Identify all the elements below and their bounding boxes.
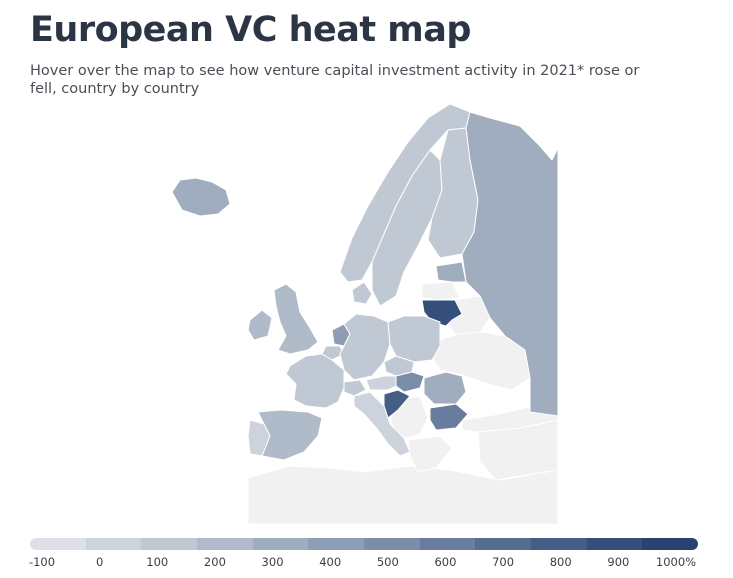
legend-label: 300 — [261, 555, 284, 569]
legend-swatch — [308, 538, 365, 550]
legend-label: 900 — [607, 555, 630, 569]
legend-swatch — [197, 538, 253, 550]
page-title: European VC heat map — [30, 10, 471, 50]
legend-labels: -100 0 100 200 300 400 500 600 700 800 900 1000% — [0, 555, 733, 573]
legend-swatch — [85, 538, 142, 550]
legend-swatch — [252, 538, 309, 550]
map-region[interactable] — [247, 309, 273, 341]
legend-swatch — [586, 538, 643, 550]
legend-label: 800 — [549, 555, 572, 569]
legend-label: 100 — [146, 555, 169, 569]
map-region[interactable] — [343, 379, 367, 397]
map-region[interactable] — [461, 111, 559, 417]
map-region[interactable] — [285, 353, 345, 409]
map-region[interactable] — [353, 391, 411, 457]
legend-label: 400 — [319, 555, 342, 569]
map-region[interactable] — [339, 313, 391, 381]
map-region[interactable] — [247, 465, 559, 525]
legend-label: 600 — [434, 555, 457, 569]
legend-label: -100 — [28, 555, 56, 569]
map-region[interactable] — [387, 315, 441, 363]
legend-swatch — [475, 538, 532, 550]
map-region[interactable] — [423, 371, 467, 405]
map-region[interactable] — [429, 329, 531, 391]
page-subtitle: Hover over the map to see how venture ca… — [30, 63, 640, 97]
map-region[interactable] — [365, 375, 401, 391]
legend-swatch — [419, 538, 476, 550]
legend-swatch — [531, 538, 587, 550]
legend-label: 1000% — [655, 555, 697, 569]
map-region[interactable] — [351, 281, 373, 305]
legend-swatch — [642, 538, 698, 550]
map-region[interactable] — [247, 419, 271, 457]
legend-color-scale — [30, 538, 698, 550]
map-region[interactable] — [273, 283, 319, 355]
legend-label: 700 — [492, 555, 515, 569]
map-region[interactable] — [171, 177, 231, 217]
legend-swatch — [141, 538, 198, 550]
legend-label: 200 — [203, 555, 226, 569]
map-region[interactable] — [421, 281, 461, 301]
map-region[interactable] — [435, 261, 467, 283]
legend-swatch — [30, 538, 86, 550]
map-region[interactable] — [407, 435, 453, 473]
legend-label: 500 — [376, 555, 399, 569]
legend-label: 0 — [95, 555, 104, 569]
map-region[interactable] — [321, 345, 345, 361]
map-region[interactable] — [429, 403, 469, 431]
legend-swatch — [364, 538, 420, 550]
map-region[interactable] — [395, 371, 425, 393]
europe-map[interactable] — [0, 0, 733, 530]
